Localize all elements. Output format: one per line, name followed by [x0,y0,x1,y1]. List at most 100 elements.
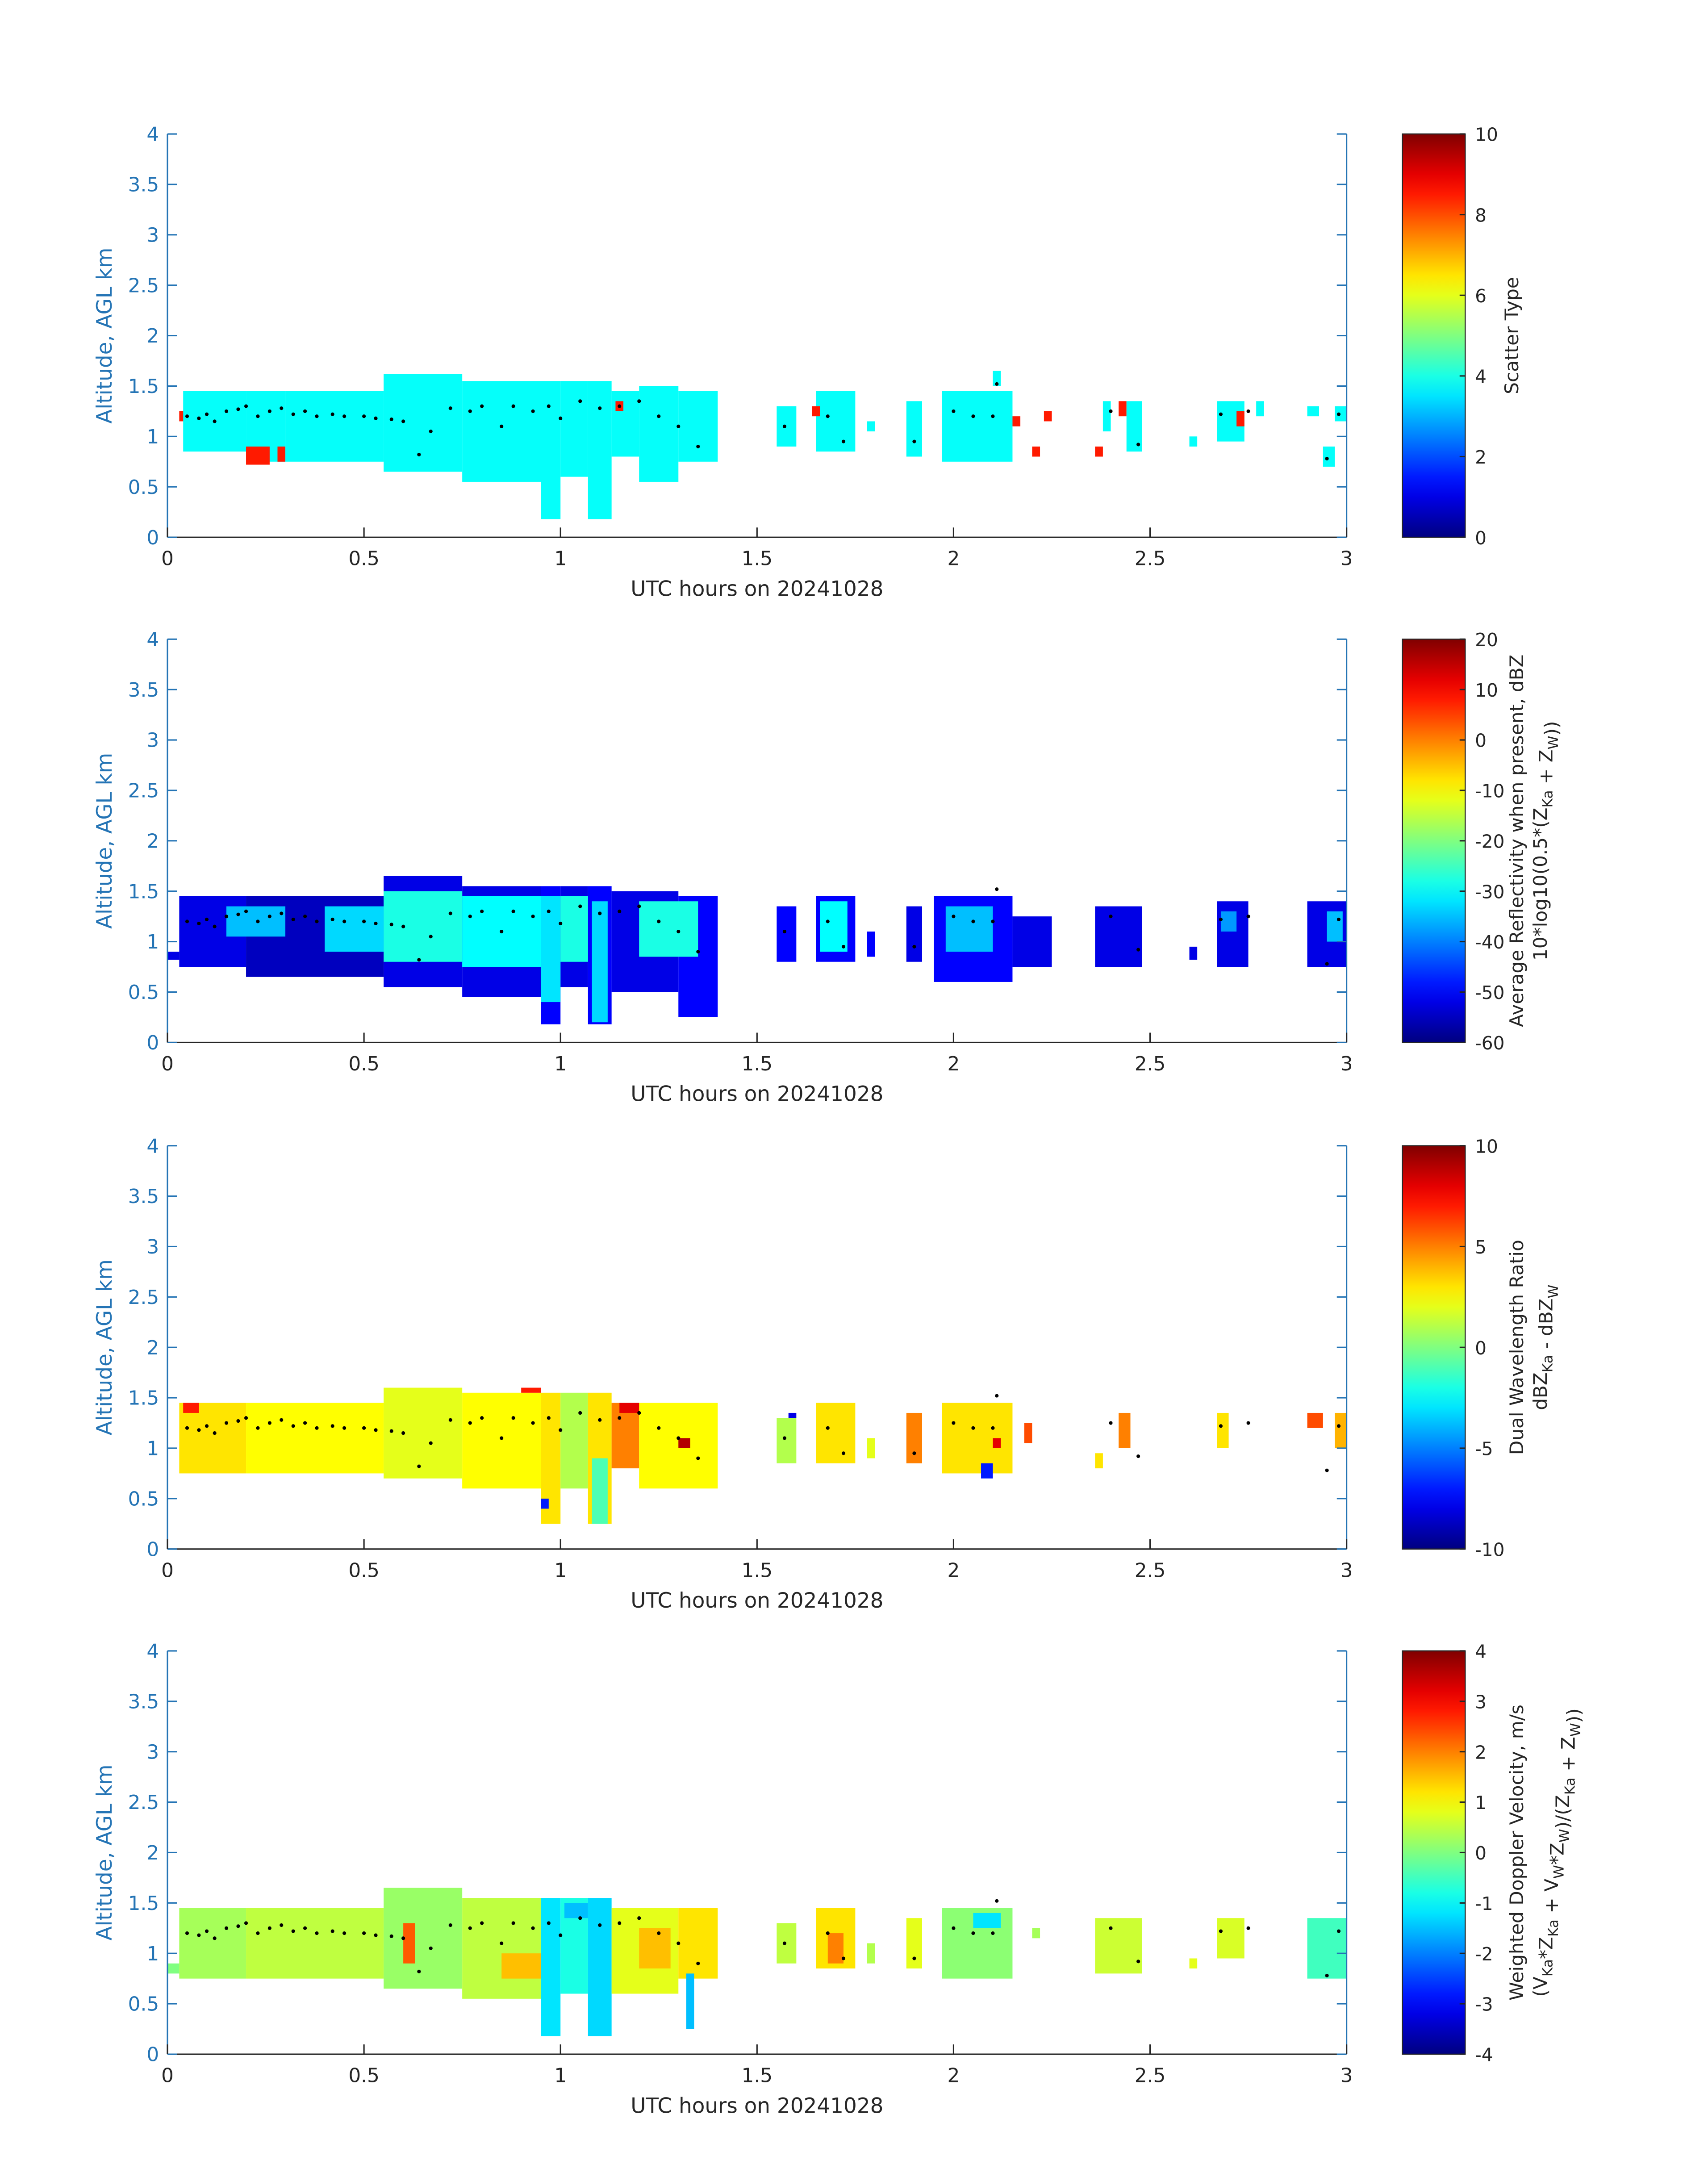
dot [511,909,515,913]
dot [1246,915,1250,919]
colorbar-label: Scatter Type [1501,277,1523,394]
label-subscript: W [1545,735,1562,749]
colorbar-tick-label: -40 [1475,932,1504,953]
dot [224,409,229,413]
dot [531,1926,535,1930]
dot [185,1931,189,1935]
dot [912,1451,916,1455]
colorbar-tick-label: 20 [1475,629,1498,651]
dot [826,1931,830,1935]
dot [971,1426,975,1430]
data-cell [246,1908,384,1979]
colorbar-label: dBZKa - dBZW [1529,1285,1562,1410]
dot [952,1926,956,1930]
colorbar [1402,639,1466,1043]
dot [1219,1929,1223,1933]
y-tick-label: 0 [146,2043,159,2066]
x-tick-label: 2.5 [1135,2064,1166,2087]
data-cell [867,1438,875,1458]
y-tick-label: 4 [146,1640,159,1663]
data-cell [1024,1423,1032,1443]
x-tick-label: 3 [1341,1053,1353,1075]
dot [417,452,421,457]
dot [280,1418,284,1422]
dot [401,1936,405,1940]
data-cell [564,1903,588,1918]
dot [826,414,830,418]
label-subscript: Ka [1540,790,1556,807]
dot [374,1933,378,1937]
dot [995,1394,999,1398]
data-cell [1335,1412,1347,1448]
data-cell [167,952,180,960]
data-cell [1217,1412,1229,1448]
data-cell [639,901,698,957]
colorbar-tick-label: 2 [1475,447,1487,468]
data-cell [820,901,848,952]
dot [480,404,484,408]
data-cell [179,1403,246,1474]
y-tick-label: 1 [146,931,159,953]
y-axis-label: Altitude, AGL km [92,247,117,423]
dot [224,1926,229,1930]
colorbar-tick-label: 6 [1475,285,1487,307]
dot [1109,1926,1113,1930]
y-axis-label: Altitude, AGL km [92,1764,117,1940]
colorbar [1402,1145,1466,1550]
data-cell [867,421,875,432]
data-cell [1189,436,1198,447]
dot [531,1421,535,1425]
y-tick-label: 2 [146,1337,159,1359]
dot [547,404,551,408]
dot [256,1426,260,1430]
y-tick-label: 2 [146,830,159,852]
dot [912,944,916,949]
colorbar-tick-label: -4 [1475,2044,1493,2066]
colorbar-tick-label: 0 [1475,730,1487,752]
colorbar-label: Dual Wavelength Ratio [1506,1240,1528,1455]
label-run: 10*log10(0.5*(Z [1529,807,1551,961]
dot [500,1941,504,1945]
y-tick-label: 0.5 [128,476,159,499]
colorbar-label: (VKa*ZKa + VW*ZW)/(ZKa + ZW)) [1529,1708,1585,1997]
data-cell [541,1498,549,1509]
dot [1325,1468,1329,1472]
data-cell [179,1908,246,1979]
dot [256,1931,260,1935]
dot [618,1416,622,1420]
dot [374,921,378,926]
data-cell [678,391,718,462]
dot [598,1418,602,1422]
colorbar-label: Average Reflectivity when present, dBZ [1506,655,1528,1027]
dot [374,416,378,420]
data-cell [942,1403,1013,1474]
y-tick-label: 3.5 [128,174,159,196]
dot [696,444,700,448]
data-cell [945,906,993,952]
dot [511,1416,515,1420]
colorbar-tick-label: 4 [1475,1641,1487,1663]
x-tick-label: 0.5 [348,1559,380,1582]
label-subscript: Ka [1562,1777,1579,1795]
dot [578,399,582,403]
y-tick-label: 1 [146,426,159,448]
data-cell [973,1913,1001,1928]
dot [362,1931,366,1935]
dot [531,409,535,413]
x-tick-label: 1.5 [742,547,773,570]
data-cell [462,1392,541,1489]
dot [267,915,271,919]
dot [1136,443,1140,447]
x-tick-label: 0.5 [348,1053,380,1075]
dot [448,911,452,915]
colorbar-tick-label: 0 [1475,1843,1487,1864]
data-cell [777,1923,797,1964]
dot [213,924,217,928]
dot [1136,1960,1140,1964]
y-tick-label: 2.5 [128,274,159,297]
dot [280,1923,284,1927]
y-tick-label: 3 [146,224,159,247]
data-cell [246,446,270,465]
data-cell [1256,401,1264,417]
dot [1136,1454,1140,1458]
